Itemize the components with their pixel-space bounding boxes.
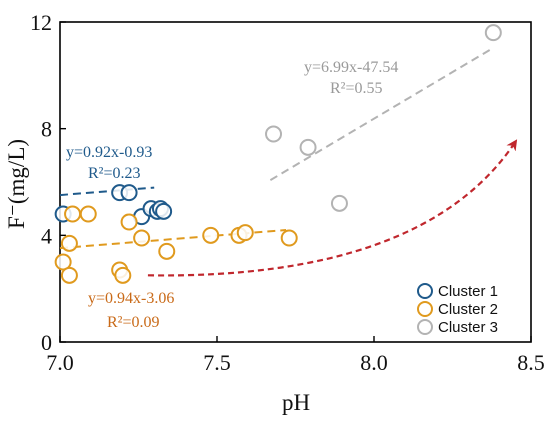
x-tick-label: 8.5 [517,350,545,375]
point-cluster-3 [299,138,317,156]
x-axis-title: pH [282,390,310,415]
point-cluster-2 [64,205,82,223]
cluster3-equation: y=6.99x-47.54 [304,59,398,76]
point-cluster-3 [265,125,283,143]
point-cluster-2 [236,224,254,242]
point-cluster-2 [60,266,78,284]
x-tick-label: 7.0 [46,350,74,375]
point-cluster-1 [120,184,138,202]
point-cluster-1 [155,202,173,220]
data-points [54,24,502,284]
y-tick-label: 8 [41,117,52,142]
fit-line-cluster-1 [59,186,155,197]
legend-label-cluster-2: Cluster 2 [438,301,498,318]
fit-line-cluster-3 [269,47,494,181]
legend-marker-cluster-2 [417,301,433,317]
plot-frame [59,21,532,343]
point-cluster-2 [120,213,138,231]
cluster2-r2: R²=0.09 [107,314,160,331]
y-tick-label: 4 [41,223,52,248]
point-cluster-2 [60,234,78,252]
point-cluster-3 [330,194,348,212]
cluster1-r2: R²=0.23 [88,165,141,182]
cluster1-equation: y=0.92x-0.93 [66,144,152,161]
point-cluster-2 [114,266,132,284]
axis-ticks: 7.0 7.5 8.0 8.5 0 4 8 12 [30,10,545,375]
point-cluster-2 [54,253,72,271]
point-cluster-2 [133,229,151,247]
y-tick-label: 12 [30,10,52,35]
legend-marker-cluster-3 [417,319,433,335]
point-cluster-2 [280,229,298,247]
point-cluster-2 [202,226,220,244]
legend-label-cluster-1: Cluster 1 [438,283,498,300]
point-cluster-2 [158,242,176,260]
cluster3-r2: R²=0.55 [330,80,383,97]
y-axis-title: F⁻(mg/L) [4,139,29,229]
trend-arrow [147,139,518,277]
legend-marker-cluster-1 [417,283,433,299]
x-tick-label: 8.0 [360,350,388,375]
y-tick-label: 0 [41,330,52,355]
cluster2-equation: y=0.94x-3.06 [88,290,174,307]
legend-label-cluster-3: Cluster 3 [438,319,498,336]
legend: Cluster 1 Cluster 2 Cluster 3 [417,283,498,336]
point-cluster-2 [79,205,97,223]
x-tick-label: 7.5 [203,350,231,375]
point-cluster-3 [484,24,502,42]
